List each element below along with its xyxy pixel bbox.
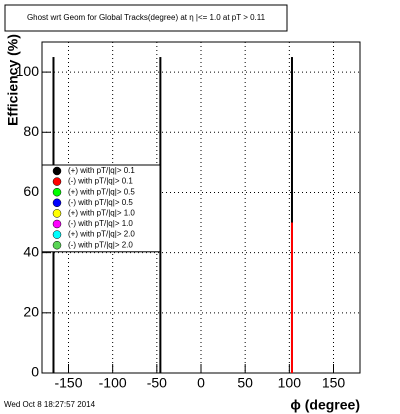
legend-marker xyxy=(52,198,62,208)
legend-box xyxy=(41,164,161,253)
spike xyxy=(290,57,293,373)
title-box xyxy=(4,4,288,32)
legend-marker xyxy=(52,177,62,186)
y-tick-label: 60 xyxy=(23,183,39,199)
legend-marker xyxy=(52,166,62,176)
legend-label: (-) with pT/|q|> 0.5 xyxy=(68,198,133,207)
y-tick-label: 20 xyxy=(23,304,39,320)
legend-label: (-) with pT/|q|> 1.0 xyxy=(68,219,133,228)
legend-marker xyxy=(52,187,62,197)
y-axis-label: Efficiency (%) xyxy=(5,34,21,126)
legend-marker xyxy=(52,230,62,239)
legend-label: (+) with pT/|q|> 2.0 xyxy=(68,230,135,239)
x-axis-label: ϕ (degree) xyxy=(290,397,360,413)
y-tick-label: 40 xyxy=(23,243,39,259)
spike xyxy=(290,222,293,373)
x-tick-label: 0 xyxy=(197,375,205,391)
x-tick-label: -150 xyxy=(54,375,82,391)
legend-label: (-) with pT/|q|> 2.0 xyxy=(68,240,133,249)
footer: Wed Oct 8 18:27:57 2014 xyxy=(4,400,96,409)
chart-title: Ghost wrt Geom for Global Tracks(degree)… xyxy=(27,13,266,22)
x-tick-label: -50 xyxy=(147,375,167,391)
y-tick-label: 0 xyxy=(31,364,39,380)
legend-label: (+) with pT/|q|> 1.0 xyxy=(68,209,135,218)
x-tick-label: -100 xyxy=(99,375,127,391)
legend-marker xyxy=(52,209,62,218)
legend-label: (+) with pT/|q|> 0.1 xyxy=(68,166,135,175)
x-tick-label: 50 xyxy=(237,375,253,391)
legend-label: (+) with pT/|q|> 0.5 xyxy=(68,187,135,196)
y-tick-label: 100 xyxy=(16,63,40,79)
y-tick-label: 80 xyxy=(23,123,39,139)
x-tick-label: 150 xyxy=(322,375,346,391)
legend-marker xyxy=(52,240,62,250)
legend-label: (-) with pT/|q|> 0.1 xyxy=(68,177,133,186)
x-tick-label: 100 xyxy=(278,375,302,391)
legend-marker xyxy=(52,219,62,229)
